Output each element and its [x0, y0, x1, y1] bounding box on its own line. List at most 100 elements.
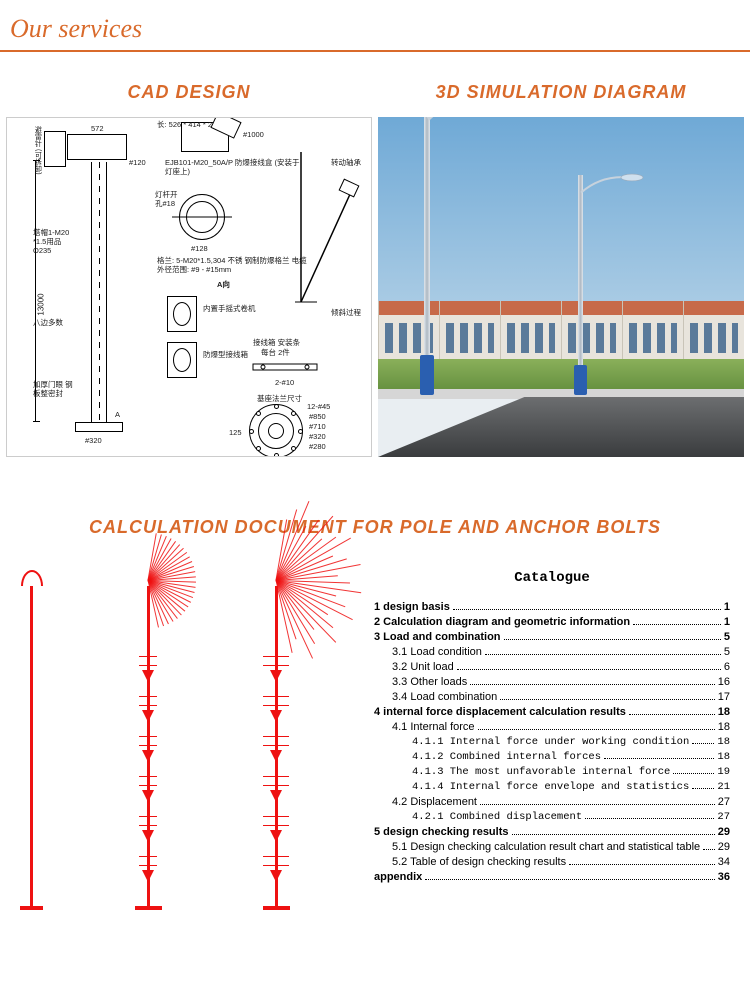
toc-leader-dots	[703, 849, 715, 850]
toc-label: 3 Load and combination	[374, 631, 501, 643]
toc-entry: appendix 36	[374, 871, 730, 883]
toc-entry: 4.2 Displacement 27	[374, 796, 730, 808]
cad-left-note-3: 加厚门眼 钢板整密封	[33, 380, 79, 398]
toc-entry: 3.1 Load condition 5	[374, 646, 730, 658]
catalogue-panel: Catalogue 1 design basis12 Calculation d…	[360, 556, 744, 926]
cad-lightning-rod-label: 避雷针 (可拆卸)	[33, 126, 41, 175]
toc-entry: 5.2 Table of design checking results 34	[374, 856, 730, 868]
toc-page-number: 29	[718, 841, 730, 853]
toc-leader-dots	[425, 879, 714, 880]
toc-label: 4.1.1 Internal force under working condi…	[412, 736, 689, 748]
toc-label: 3.4 Load combination	[392, 691, 497, 703]
toc-leader-dots	[569, 864, 715, 865]
toc-entry: 3.4 Load combination 17	[374, 691, 730, 703]
cad-a-view-label: A向	[217, 280, 230, 289]
sim-streetlight-far	[578, 175, 583, 395]
toc-label: 4 internal force displacement calculatio…	[374, 706, 626, 718]
toc-label: 2 Calculation diagram and geometric info…	[374, 616, 630, 628]
cad-flange-center-dim: 125	[229, 428, 242, 437]
toc-page-number: 1	[724, 616, 730, 628]
toc-label: 3.3 Other loads	[392, 676, 467, 688]
toc-entry: 4 internal force displacement calculatio…	[374, 706, 730, 718]
toc-page-number: 5	[724, 631, 730, 643]
toc-page-number: 16	[718, 676, 730, 688]
cad-gear-note: 格兰: 5-M20*1.5,304 不锈 钢制防爆格兰 电缆外径范围: #9 -…	[157, 256, 307, 274]
toc-page-number: 18	[717, 736, 730, 748]
cad-dim-phi320: #320	[85, 436, 102, 445]
toc-label: appendix	[374, 871, 422, 883]
cad-column: CAD DESIGN 13000 避雷针 (可拆卸) #120 572 塔帽1-…	[6, 82, 372, 457]
toc-entry: 5 design checking results29	[374, 826, 730, 838]
toc-page-number: 17	[718, 691, 730, 703]
toc-page-number: 18	[718, 706, 730, 718]
toc-leader-dots	[478, 729, 715, 730]
fea-pole-load-2	[216, 586, 336, 906]
toc-label: 4.1.4 Internal force envelope and statis…	[412, 781, 689, 793]
toc-leader-dots	[457, 669, 721, 670]
toc-page-number: 19	[717, 766, 730, 778]
toc-label: 3.1 Load condition	[392, 646, 482, 658]
fea-pole-outline	[30, 586, 33, 906]
toc-entry: 4.1.4 Internal force envelope and statis…	[374, 781, 730, 793]
toc-label: 4.1.2 Combined internal forces	[412, 751, 601, 763]
cad-strip-drawing	[249, 358, 329, 378]
toc-entry: 2 Calculation diagram and geometric info…	[374, 616, 730, 628]
cad-gear-phi128: #128	[191, 244, 208, 253]
toc-entry: 4.1.2 Combined internal forces18	[374, 751, 730, 763]
cad-strip-qty: 每台 2件	[261, 348, 290, 357]
simulation-section-label: 3D SIMULATION DIAGRAM	[378, 82, 744, 117]
cad-height-value: 13000	[37, 293, 46, 315]
cad-door-label: 灯杆开 孔#18	[155, 190, 181, 208]
cad-gear-detail	[179, 194, 225, 240]
toc-leader-dots	[633, 624, 721, 625]
cad-dim-phi120: #120	[129, 158, 146, 167]
toc-label: 4.2.1 Combined displacement	[412, 811, 582, 823]
cad-winch-box-2	[167, 342, 197, 378]
cad-flange-r4: #280	[309, 442, 326, 451]
cad-flange-bolts: 12-#45	[307, 402, 330, 411]
cad-flange-r2: #710	[309, 422, 326, 431]
toc-entry: 3.3 Other loads 16	[374, 676, 730, 688]
toc-page-number: 27	[717, 811, 730, 823]
cad-tilt-label: 倾斜过程	[331, 308, 361, 317]
cad-drawing: 13000 避雷针 (可拆卸) #120 572 塔帽1-M20 *1.5用品 …	[6, 117, 372, 457]
toc-leader-dots	[453, 609, 721, 610]
toc-page-number: 21	[717, 781, 730, 793]
toc-leader-dots	[673, 773, 714, 774]
cad-strip-holes: 2-#10	[275, 378, 294, 387]
sim-road	[378, 397, 744, 457]
catalogue-toc: 1 design basis12 Calculation diagram and…	[374, 601, 730, 883]
toc-page-number: 5	[724, 646, 730, 658]
toc-entry: 4.1.1 Internal force under working condi…	[374, 736, 730, 748]
header: Our services	[0, 0, 750, 52]
toc-leader-dots	[470, 684, 715, 685]
toc-label: 5.2 Table of design checking results	[392, 856, 566, 868]
toc-label: 4.1.3 The most unfavorable internal forc…	[412, 766, 670, 778]
page-title: Our services	[10, 14, 740, 44]
simulation-column: 3D SIMULATION DIAGRAM	[378, 82, 744, 457]
cad-flange-drawing	[249, 404, 303, 457]
calculation-section-label: CALCULATION DOCUMENT FOR POLE AND ANCHOR…	[0, 467, 750, 556]
toc-leader-dots	[585, 818, 714, 819]
toc-entry: 3 Load and combination 5	[374, 631, 730, 643]
toc-label: 5.1 Design checking calculation result c…	[392, 841, 700, 853]
cad-winch-box-1	[167, 296, 197, 332]
cad-flange-title: 基座法兰尺寸	[257, 394, 302, 403]
toc-page-number: 34	[718, 856, 730, 868]
toc-label: 4.1 Internal force	[392, 721, 475, 733]
toc-entry: 4.1 Internal force 18	[374, 721, 730, 733]
cad-flange-r1: #850	[309, 412, 326, 421]
toc-page-number: 36	[718, 871, 730, 883]
toc-page-number: 18	[718, 721, 730, 733]
cad-top-dim-note: 长: 526 * 414 * 2	[157, 120, 227, 129]
cad-dim-A: A	[115, 410, 120, 419]
toc-page-number: 27	[718, 796, 730, 808]
toc-label: 4.2 Displacement	[392, 796, 477, 808]
toc-leader-dots	[512, 834, 715, 835]
cad-dim-572: 572	[91, 124, 104, 133]
cad-lamp-head-box	[67, 134, 127, 160]
toc-label: 5 design checking results	[374, 826, 509, 838]
cad-pole-elevation: 13000 避雷针 (可拆卸) #120 572 塔帽1-M20 *1.5用品 …	[35, 128, 150, 448]
calculation-row: Catalogue 1 design basis12 Calculation d…	[0, 556, 750, 936]
cad-shaft	[91, 162, 107, 422]
